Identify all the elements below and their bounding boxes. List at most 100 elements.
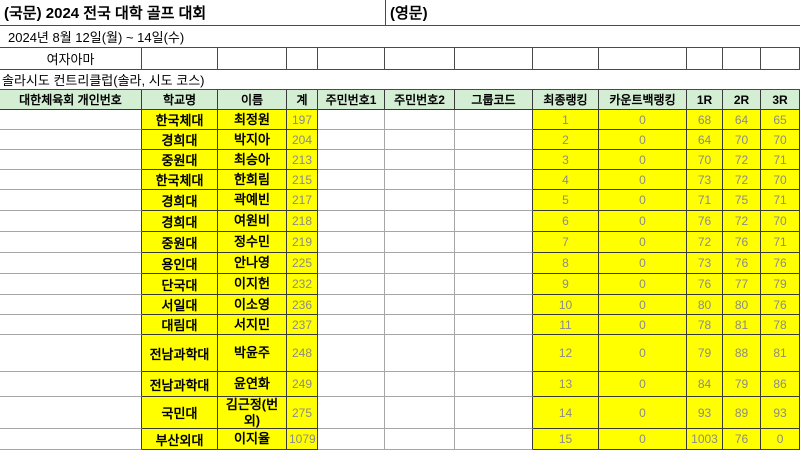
cell-round2[interactable]: 88 [723,335,761,372]
cell-jumin1[interactable] [318,429,385,450]
cell-round1[interactable]: 78 [687,315,723,335]
cell-round1[interactable]: 70 [687,150,723,170]
cell-member-id[interactable] [0,429,142,450]
cell-round2[interactable]: 72 [723,170,761,190]
cell-countback-rank[interactable]: 0 [599,295,687,315]
cell-total[interactable]: 217 [287,190,318,211]
cell-round1[interactable]: 68 [687,110,723,130]
cell-round1[interactable]: 79 [687,335,723,372]
title-english[interactable]: (영문) [385,0,800,26]
cell-jumin1[interactable] [318,274,385,295]
division-empty-cell[interactable] [385,48,455,70]
division-empty-cell[interactable] [318,48,385,70]
cell-countback-rank[interactable]: 0 [599,232,687,253]
cell-total[interactable]: 213 [287,150,318,170]
cell-countback-rank[interactable]: 0 [599,170,687,190]
cell-round1[interactable]: 73 [687,170,723,190]
cell-group-code[interactable] [455,372,533,397]
cell-round3[interactable]: 0 [761,429,800,450]
cell-school[interactable]: 한국체대 [142,170,218,190]
cell-name[interactable]: 안나영 [218,253,287,274]
cell-jumin1[interactable] [318,232,385,253]
cell-school[interactable]: 서일대 [142,295,218,315]
cell-countback-rank[interactable]: 0 [599,274,687,295]
cell-school[interactable]: 부산외대 [142,429,218,450]
cell-round2[interactable]: 75 [723,190,761,211]
cell-jumin1[interactable] [318,170,385,190]
cell-final-rank[interactable]: 7 [533,232,599,253]
division-empty-cell[interactable] [723,48,761,70]
cell-round3[interactable]: 86 [761,372,800,397]
cell-school[interactable]: 용인대 [142,253,218,274]
cell-round2[interactable]: 79 [723,372,761,397]
cell-total[interactable]: 204 [287,130,318,150]
cell-countback-rank[interactable]: 0 [599,429,687,450]
cell-round1[interactable]: 76 [687,211,723,232]
cell-final-rank[interactable]: 13 [533,372,599,397]
cell-round3[interactable]: 65 [761,110,800,130]
cell-group-code[interactable] [455,211,533,232]
cell-member-id[interactable] [0,232,142,253]
division-empty-cell[interactable] [287,48,318,70]
cell-round1[interactable]: 1003 [687,429,723,450]
date-range-cell[interactable]: 2024년 8월 12일(월) ~ 14일(수) [0,26,800,48]
cell-final-rank[interactable]: 3 [533,150,599,170]
cell-countback-rank[interactable]: 0 [599,372,687,397]
cell-final-rank[interactable]: 14 [533,397,599,430]
cell-jumin2[interactable] [385,253,455,274]
cell-round3[interactable]: 71 [761,232,800,253]
column-header-group-code[interactable]: 그룹코드 [455,90,533,110]
cell-name[interactable]: 이지율 [218,429,287,450]
cell-jumin2[interactable] [385,110,455,130]
column-header-total[interactable]: 계 [287,90,318,110]
cell-final-rank[interactable]: 8 [533,253,599,274]
cell-group-code[interactable] [455,130,533,150]
cell-member-id[interactable] [0,295,142,315]
cell-member-id[interactable] [0,110,142,130]
column-header-r2[interactable]: 2R [723,90,761,110]
cell-jumin2[interactable] [385,335,455,372]
cell-group-code[interactable] [455,110,533,130]
cell-jumin1[interactable] [318,130,385,150]
cell-round1[interactable]: 76 [687,274,723,295]
cell-round1[interactable]: 93 [687,397,723,430]
cell-round1[interactable]: 72 [687,232,723,253]
cell-total[interactable]: 237 [287,315,318,335]
cell-jumin1[interactable] [318,335,385,372]
cell-total[interactable]: 236 [287,295,318,315]
cell-school[interactable]: 대림대 [142,315,218,335]
cell-round1[interactable]: 73 [687,253,723,274]
cell-final-rank[interactable]: 9 [533,274,599,295]
column-header-r1[interactable]: 1R [687,90,723,110]
cell-jumin2[interactable] [385,232,455,253]
cell-total[interactable]: 215 [287,170,318,190]
cell-member-id[interactable] [0,190,142,211]
cell-name[interactable]: 한희림 [218,170,287,190]
cell-member-id[interactable] [0,397,142,430]
cell-final-rank[interactable]: 5 [533,190,599,211]
cell-final-rank[interactable]: 11 [533,315,599,335]
cell-jumin2[interactable] [385,274,455,295]
cell-total[interactable]: 218 [287,211,318,232]
cell-name[interactable]: 이지헌 [218,274,287,295]
cell-countback-rank[interactable]: 0 [599,253,687,274]
cell-jumin1[interactable] [318,211,385,232]
cell-round3[interactable]: 70 [761,170,800,190]
cell-round1[interactable]: 84 [687,372,723,397]
cell-round2[interactable]: 70 [723,130,761,150]
cell-jumin1[interactable] [318,372,385,397]
cell-total[interactable]: 249 [287,372,318,397]
cell-member-id[interactable] [0,372,142,397]
cell-jumin2[interactable] [385,295,455,315]
cell-jumin2[interactable] [385,315,455,335]
cell-final-rank[interactable]: 2 [533,130,599,150]
division-empty-cell[interactable] [687,48,723,70]
cell-round3[interactable]: 70 [761,130,800,150]
cell-school[interactable]: 국민대 [142,397,218,430]
cell-name[interactable]: 박지아 [218,130,287,150]
cell-member-id[interactable] [0,315,142,335]
cell-jumin1[interactable] [318,253,385,274]
cell-jumin1[interactable] [318,190,385,211]
cell-group-code[interactable] [455,315,533,335]
cell-group-code[interactable] [455,295,533,315]
